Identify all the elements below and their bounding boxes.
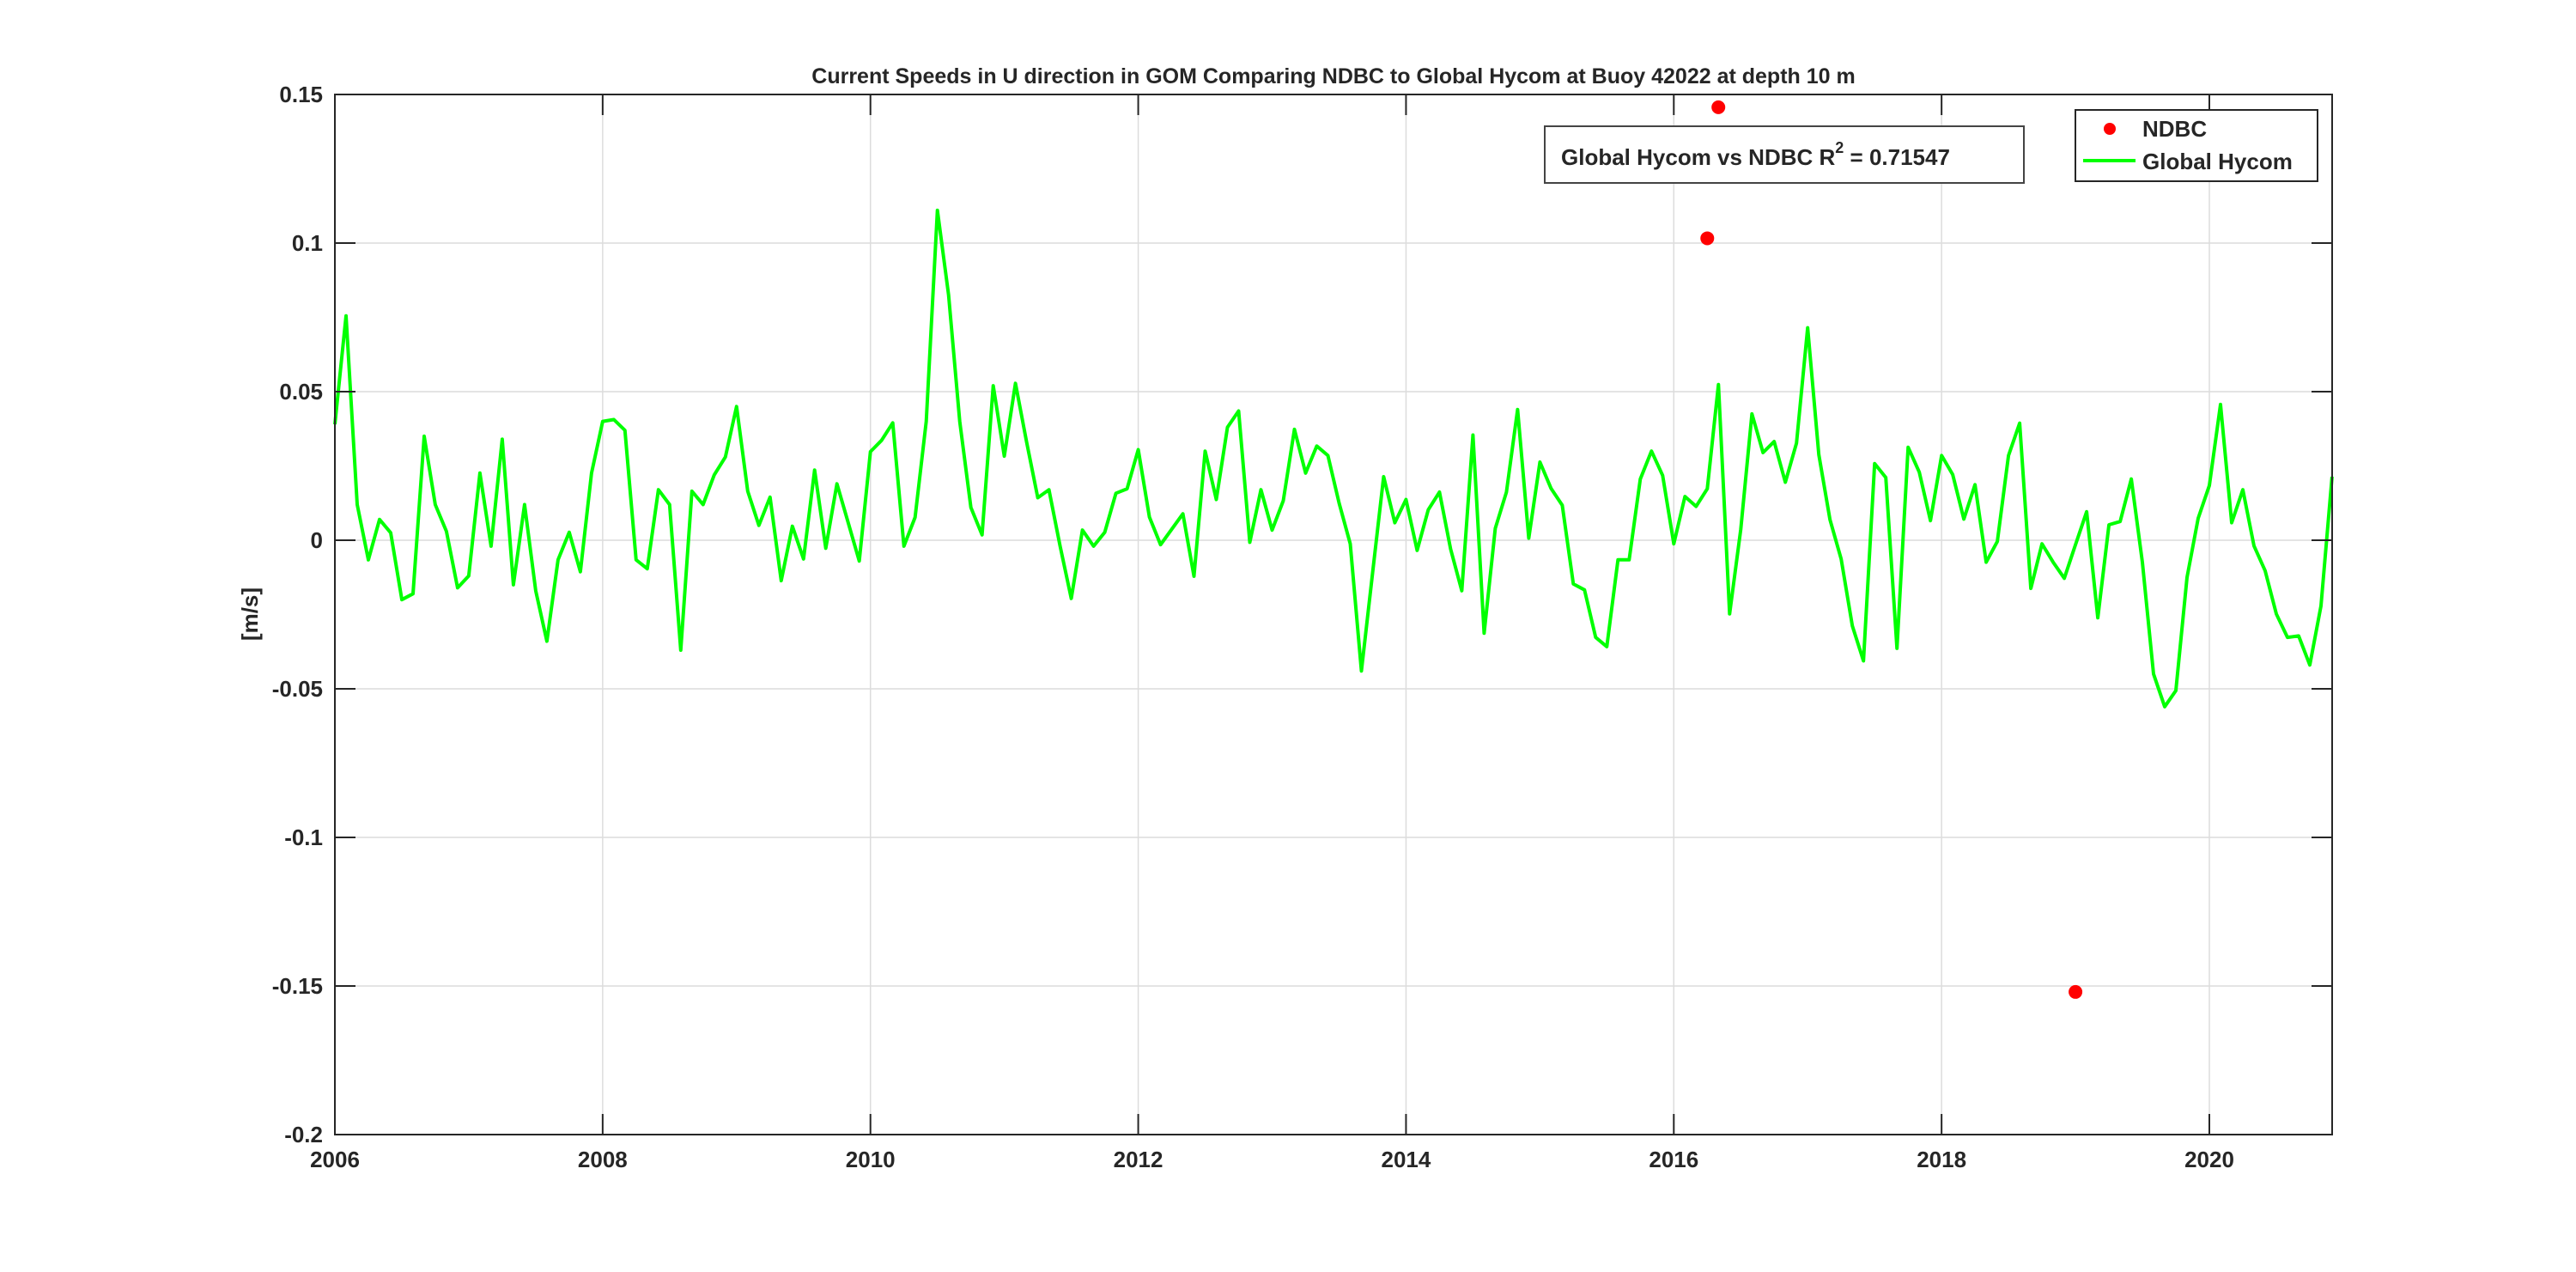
x-tick-label: 2006 bbox=[310, 1147, 360, 1172]
legend-marker-ndbc bbox=[2104, 123, 2116, 135]
ndbc-point bbox=[2069, 984, 2083, 999]
legend-frame bbox=[2075, 109, 2318, 182]
axes-background bbox=[335, 94, 2332, 1135]
legend-label-global-hycom: Global Hycom bbox=[2142, 149, 2293, 174]
y-axis-label: [m/s] bbox=[237, 587, 263, 641]
ndbc-point bbox=[1711, 100, 1726, 114]
legend-label-ndbc: NDBC bbox=[2142, 116, 2207, 142]
annotation-text: Global Hycom vs NDBC R2 = 0.71547 bbox=[1561, 139, 1950, 170]
ticks: 2006 2008 2010 2012 2014 2016 2018 2020 -0.2 -0.1… bbox=[272, 82, 2332, 1172]
axes-box bbox=[334, 94, 2333, 1135]
ndbc-point bbox=[1700, 231, 1715, 246]
annotation-box: Global Hycom vs NDBC R2 = 0.71547 bbox=[1544, 125, 2025, 184]
x-tick-label: 2016 bbox=[1649, 1147, 1698, 1172]
x-tick-label: 2012 bbox=[1114, 1147, 1163, 1172]
global-hycom-line bbox=[333, 208, 2334, 709]
y-tick-label: -0.05 bbox=[272, 676, 323, 702]
x-tick-label: 2018 bbox=[1917, 1147, 1966, 1172]
series-global-hycom bbox=[333, 208, 2334, 709]
y-tick-label: 0 bbox=[311, 527, 323, 553]
y-tick-label: -0.2 bbox=[284, 1122, 323, 1147]
series-ndbc bbox=[1700, 100, 2083, 999]
x-tick-label: 2008 bbox=[578, 1147, 628, 1172]
legend: NDBC Global Hycom bbox=[2075, 109, 2318, 182]
x-tick-label: 2010 bbox=[846, 1147, 896, 1172]
chart-title: Current Speeds in U direction in GOM Com… bbox=[811, 64, 1855, 88]
y-tick-label: 0.05 bbox=[279, 379, 323, 405]
y-tick-label: 0.1 bbox=[292, 230, 323, 256]
y-tick-label: -0.15 bbox=[272, 973, 323, 999]
y-tick-label: 0.15 bbox=[279, 82, 323, 107]
annotation-frame bbox=[1544, 125, 2025, 184]
x-tick-label: 2020 bbox=[2184, 1147, 2234, 1172]
y-tick-label: -0.1 bbox=[284, 825, 323, 850]
x-tick-label: 2014 bbox=[1382, 1147, 1431, 1172]
